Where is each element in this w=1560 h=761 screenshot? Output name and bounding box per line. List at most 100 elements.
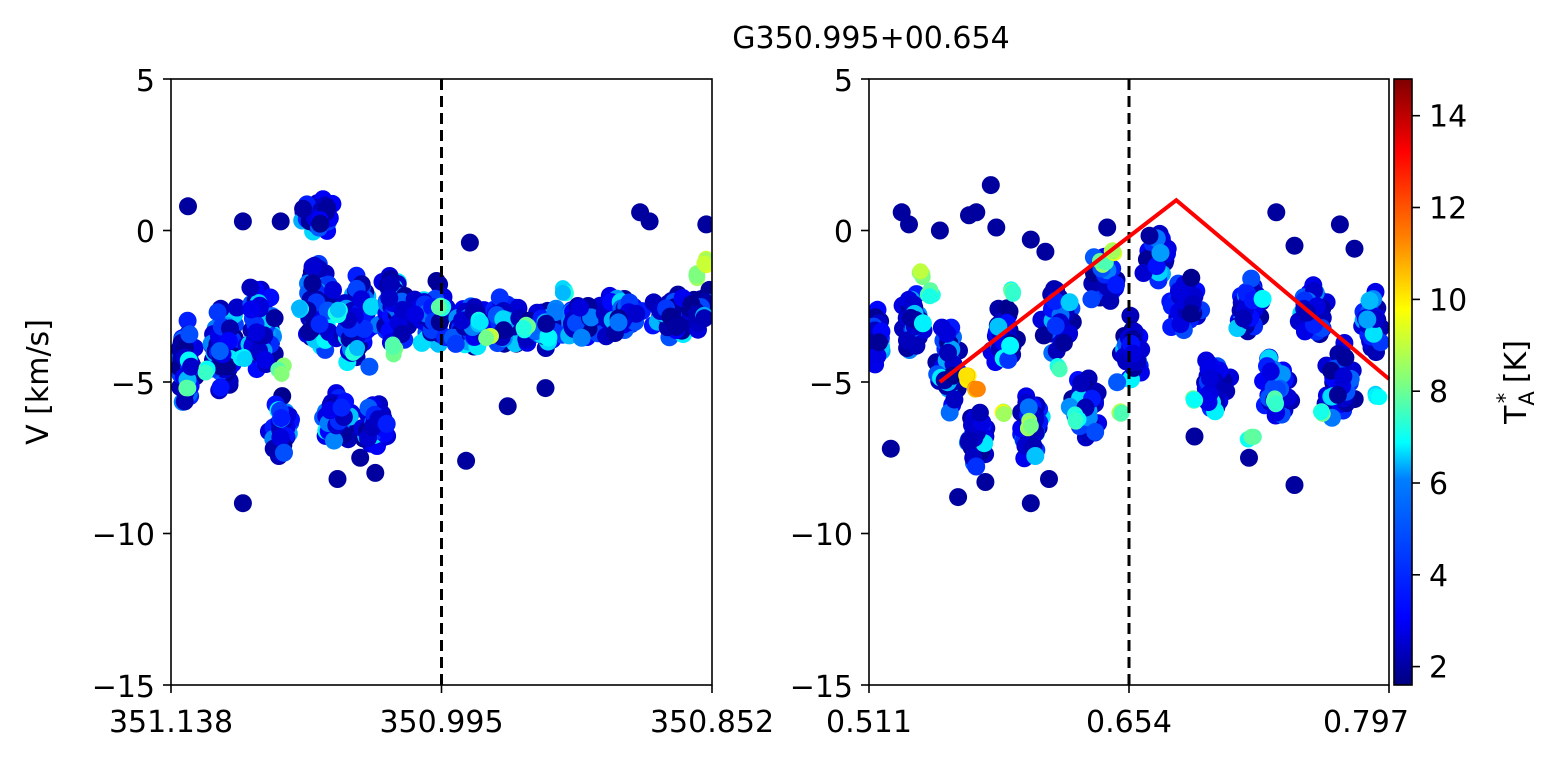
left-outlier-point — [328, 470, 347, 488]
right-data-point — [1001, 336, 1020, 355]
left-data-point — [430, 313, 449, 332]
left-bright-point — [478, 330, 495, 347]
right-data-point — [913, 314, 932, 333]
left-data-point — [227, 298, 246, 317]
right-data-point — [1182, 268, 1201, 287]
left-bright-point — [236, 351, 253, 367]
left-data-point — [311, 214, 330, 233]
left-ytick-label: 0 — [136, 215, 155, 250]
right-data-point — [1199, 393, 1218, 412]
left-bright-point — [472, 314, 489, 331]
left-y-ticks — [163, 78, 171, 686]
right-outlier-point — [900, 215, 918, 234]
left-outlier-point — [457, 451, 476, 470]
left-bright-point — [273, 365, 290, 382]
left-bright-point — [291, 300, 307, 316]
left-xtick-label: 350.852 — [650, 705, 774, 740]
left-data-point — [360, 357, 379, 376]
right-data-point — [1054, 333, 1073, 352]
left-data-point — [380, 289, 399, 308]
right-bright-point — [995, 406, 1012, 422]
colorbar-tick-label: 2 — [1429, 651, 1448, 686]
colorbar-tick-label: 10 — [1429, 283, 1467, 318]
right-data-point — [1046, 316, 1065, 335]
right-bright-point — [1185, 391, 1202, 408]
left-outlier-point — [351, 448, 370, 467]
left-data-point — [567, 314, 585, 332]
colorbar-tick-label: 8 — [1429, 375, 1448, 410]
right-outlier-point — [981, 176, 1000, 195]
right-bright-point — [968, 380, 985, 397]
left-bright-point — [384, 338, 401, 355]
right-outlier-point — [1040, 470, 1058, 488]
colorbar-label-main: T — [1499, 405, 1534, 425]
left-data-point — [571, 298, 589, 317]
right-data-point — [1140, 226, 1159, 245]
left-panel: 5 0 −5 −10 −15 351.138 350.995 350.852 V… — [21, 64, 774, 740]
colorbar-tick-label: 14 — [1429, 100, 1467, 135]
right-data-point — [1181, 304, 1200, 323]
right-bright-point — [921, 288, 938, 305]
left-bright-point — [515, 319, 532, 336]
left-data-point — [695, 309, 712, 328]
right-x-ticks — [868, 685, 1390, 693]
right-data-point — [1107, 275, 1125, 294]
left-x-ticks — [170, 685, 713, 693]
figure-title: G350.995+00.654 — [732, 21, 1009, 56]
left-data-point — [627, 304, 646, 323]
right-data-point — [967, 457, 986, 476]
left-ytick-label: 5 — [136, 64, 155, 99]
left-data-point — [539, 328, 558, 347]
right-outlier-point — [1285, 476, 1304, 494]
right-outlier-point — [967, 203, 986, 222]
left-data-point — [446, 334, 465, 353]
right-bright-point — [1067, 412, 1084, 429]
right-outlier-point — [881, 439, 900, 458]
right-data-point — [1026, 447, 1045, 465]
left-bright-point — [430, 299, 447, 316]
right-scatter-points — [869, 176, 1389, 513]
colorbar-ticks: 2 4 6 8 10 12 14 — [1412, 100, 1467, 686]
right-outlier-point — [1267, 203, 1286, 222]
left-data-point — [324, 281, 342, 299]
right-ytick-label: −5 — [809, 367, 853, 402]
left-data-point — [382, 274, 400, 293]
left-outlier-point — [498, 397, 517, 416]
left-data-point — [247, 323, 266, 342]
colorbar-tick-label: 6 — [1429, 467, 1448, 502]
right-bright-point — [1005, 283, 1022, 300]
left-bright-point — [349, 340, 366, 356]
right-data-point — [1242, 269, 1261, 288]
colorbar-gradient — [1393, 78, 1413, 686]
right-outlier-point — [1285, 236, 1304, 255]
right-data-point — [1108, 373, 1127, 392]
colorbar-tick-label: 4 — [1429, 559, 1448, 594]
right-bright-point — [1313, 404, 1330, 420]
right-bright-point — [1051, 361, 1068, 378]
left-data-point — [180, 325, 199, 344]
right-outlier-point — [1330, 215, 1349, 234]
left-bright-point — [180, 380, 197, 397]
left-data-point — [303, 274, 322, 293]
right-outlier-point — [976, 473, 995, 491]
left-outlier-point — [536, 379, 555, 398]
colorbar-label-unit: [K] — [1499, 340, 1534, 393]
left-bright-point — [554, 284, 571, 301]
right-data-point — [898, 331, 917, 350]
left-outlier-point — [179, 197, 197, 216]
right-outlier-point — [1021, 494, 1040, 513]
left-outlier-point — [271, 212, 290, 231]
right-data-point — [970, 403, 989, 422]
right-data-point — [932, 318, 951, 337]
right-outlier-point — [1240, 448, 1258, 467]
left-xtick-label: 351.138 — [109, 705, 233, 740]
left-ytick-label: −15 — [92, 670, 155, 705]
left-outlier-point — [697, 215, 712, 234]
right-data-point — [1060, 293, 1079, 312]
left-data-point — [175, 392, 194, 411]
right-data-point — [943, 366, 962, 385]
right-data-point — [869, 333, 888, 352]
right-data-point — [1086, 422, 1105, 441]
left-ytick-label: −10 — [92, 518, 155, 553]
